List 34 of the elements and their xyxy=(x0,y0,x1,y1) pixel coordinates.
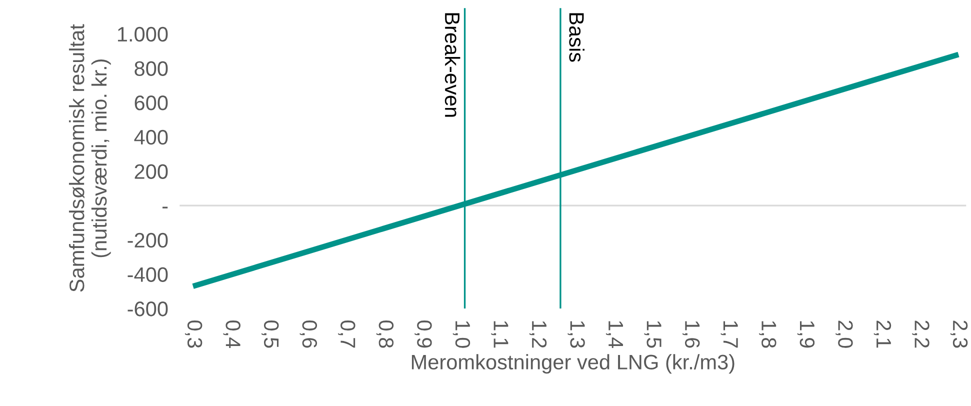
y-tick-label: 200 xyxy=(134,164,168,179)
x-axis-title: Meromkostninger ved LNG (kr./m3) xyxy=(412,354,734,374)
x-tick-label: 1,2 xyxy=(529,321,547,348)
x-tick-label: 0,4 xyxy=(223,320,240,348)
y-tick-label: -200 xyxy=(128,232,168,248)
x-tick-label: 1,4 xyxy=(606,321,623,348)
x-tick-label: 0,9 xyxy=(414,320,432,348)
x-tick-label: 0,8 xyxy=(376,320,394,348)
x-tick-label: 0,6 xyxy=(300,320,318,348)
x-tick-label: 1,1 xyxy=(491,321,508,348)
y-tick-label: 1.000 xyxy=(118,26,168,42)
y-tick-label: -600 xyxy=(128,302,168,316)
x-tick-label: 1,3 xyxy=(568,321,585,348)
x-tick-label: 1,9 xyxy=(797,321,815,348)
ref-line-label: Break-even xyxy=(444,13,460,117)
y-tick-label: 400 xyxy=(134,130,168,145)
x-tick-label: 2,1 xyxy=(874,320,892,348)
y-tick-label: - xyxy=(162,206,168,208)
x-tick-label: 1,0 xyxy=(452,321,470,348)
x-tick-label: 0,3 xyxy=(184,320,202,348)
x-tick-label: 2,2 xyxy=(912,320,930,348)
x-tick-label: 1,7 xyxy=(720,321,738,348)
x-tick-label: 2,3 xyxy=(950,320,968,348)
x-tick-label: 0,7 xyxy=(338,320,356,348)
ref-line-label: Basis xyxy=(569,13,584,62)
x-tick-label: 1,5 xyxy=(644,321,662,348)
y-axis-title: Samfundsøkonomisk resultat (nutidsværdi, mio. kr.) xyxy=(68,24,111,292)
y-tick-label: 600 xyxy=(134,96,168,110)
x-tick-label: 1,6 xyxy=(682,321,700,348)
x-tick-label: 2,0 xyxy=(836,320,853,348)
x-tick-label: 1,8 xyxy=(759,321,776,348)
y-tick-label: -400 xyxy=(128,267,168,282)
x-tick-label: 0,5 xyxy=(262,320,279,348)
y-tick-label: 800 xyxy=(134,61,168,76)
